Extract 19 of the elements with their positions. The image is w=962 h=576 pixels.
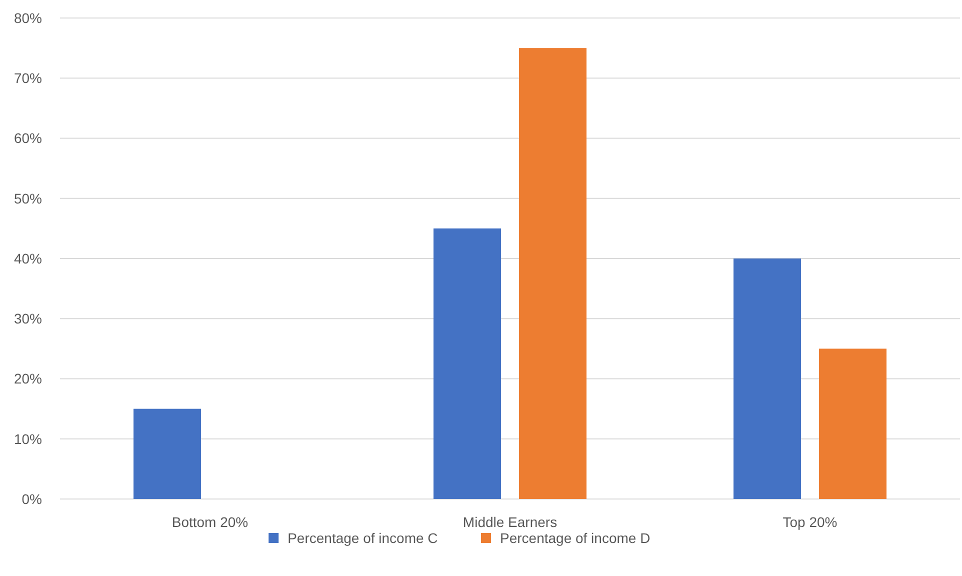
y-tick-label: 30% (14, 310, 42, 327)
y-tick-label: 80% (14, 10, 42, 26)
bar (134, 408, 201, 499)
y-tick-label: 60% (14, 130, 42, 146)
legend-label: Percentage of income D (500, 530, 650, 546)
x-tick-label: Top 20% (782, 514, 838, 530)
y-tick-label: 40% (14, 250, 42, 266)
bar (434, 228, 501, 499)
bar (519, 48, 586, 499)
x-tick-label: Bottom 20% (172, 514, 248, 530)
y-tick-label: 0% (22, 490, 42, 507)
y-tick-label: 70% (14, 70, 42, 86)
x-tick-label: Middle Earners (462, 514, 558, 530)
bar (734, 258, 801, 499)
y-tick-label: 50% (14, 190, 42, 206)
bar (819, 348, 886, 499)
legend-label: Percentage of income C (288, 530, 438, 546)
y-tick-label: 20% (14, 370, 42, 387)
y-tick-label: 10% (14, 430, 42, 447)
